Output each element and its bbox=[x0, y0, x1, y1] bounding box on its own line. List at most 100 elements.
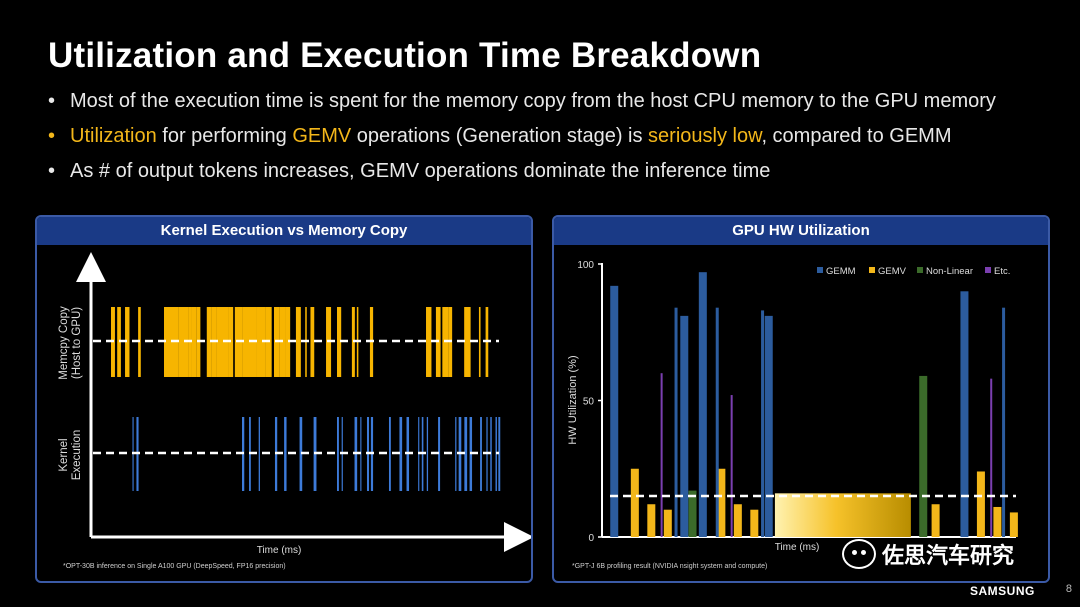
page-number: 8 bbox=[1065, 583, 1072, 595]
bullet-text: As # of output tokens increases, GEMV op… bbox=[70, 160, 771, 182]
x-axis-label: Time (ms) bbox=[257, 545, 302, 556]
x-axis-label: Time (ms) bbox=[775, 542, 820, 553]
bar-gemv bbox=[931, 504, 940, 537]
kernel-stripe bbox=[399, 417, 403, 491]
memcpy-stripe bbox=[269, 307, 272, 377]
bar-gemm bbox=[610, 285, 619, 537]
legend-label: GEMM bbox=[826, 266, 856, 277]
bar-gemv bbox=[733, 504, 742, 537]
memcpy-stripe bbox=[191, 307, 197, 377]
bar-etc bbox=[660, 373, 663, 537]
bar-gemm bbox=[680, 315, 689, 537]
ylabel-kernel-2: Execution bbox=[71, 430, 83, 481]
bullet-item: • As # of output tokens increases, GEMV … bbox=[48, 158, 1058, 193]
bar-gemv bbox=[663, 509, 672, 537]
kernel-stripe bbox=[284, 417, 287, 491]
y-tick-label: 0 bbox=[588, 533, 594, 544]
slide-title: Utilization and Execution Time Breakdown bbox=[48, 36, 762, 75]
bar-gemm bbox=[698, 272, 707, 537]
bar-gemm-thin bbox=[715, 307, 719, 537]
bar-gemv bbox=[993, 506, 1002, 537]
memcpy-stripe bbox=[478, 307, 481, 377]
kernel-stripe bbox=[388, 417, 391, 491]
bar-gemm-thin bbox=[761, 310, 765, 537]
memcpy-stripe bbox=[178, 307, 189, 377]
highlight-utilization: Utilization bbox=[70, 125, 157, 147]
memcpy-stripe bbox=[295, 307, 301, 377]
memcpy-stripe bbox=[206, 307, 212, 377]
bullet-dot: • bbox=[48, 125, 56, 147]
y-tick-label: 100 bbox=[577, 260, 594, 271]
ylabel-kernel-1: Kernel bbox=[58, 438, 70, 471]
highlight-gemv: GEMV bbox=[292, 125, 352, 147]
kernel-stripe bbox=[455, 417, 457, 491]
legend-label: GEMV bbox=[878, 266, 907, 277]
kernel-stripe bbox=[299, 417, 303, 491]
bar-gemm bbox=[764, 315, 773, 537]
bar-gemv bbox=[1009, 512, 1018, 537]
bar-gemv bbox=[647, 504, 656, 537]
bullet-dot: • bbox=[48, 160, 56, 182]
bullet-text: Utilization for performing GEMV operatio… bbox=[70, 125, 952, 147]
memcpy-stripe bbox=[285, 307, 291, 377]
kernel-stripe bbox=[464, 417, 468, 491]
bar-gemm-thin bbox=[674, 307, 678, 537]
legend-swatch bbox=[985, 267, 991, 273]
memcpy-stripe bbox=[216, 307, 229, 377]
wechat-icon bbox=[842, 539, 876, 569]
bullet-item: • Utilization for performing GEMV operat… bbox=[48, 123, 1058, 158]
kernel-stripe bbox=[258, 417, 260, 491]
ylabel-memcpy-2: (Host to GPU) bbox=[71, 307, 83, 379]
kernel-stripe bbox=[438, 417, 441, 491]
kernel-stripe bbox=[498, 417, 501, 491]
memcpy-stripe bbox=[464, 307, 471, 377]
memcpy-stripe bbox=[125, 307, 130, 377]
kernel-vs-memcpy-panel: Kernel Execution vs Memory Copy Memcpy C… bbox=[35, 215, 534, 583]
watermark-text: 佐思汽车研究 bbox=[882, 543, 1015, 568]
bar-etc bbox=[730, 395, 733, 537]
memcpy-stripe bbox=[426, 307, 432, 377]
bar-gemm-thin bbox=[1002, 307, 1006, 537]
bullet-dot: • bbox=[48, 90, 56, 112]
bar-gemv bbox=[717, 468, 726, 537]
chart-bars bbox=[610, 272, 1018, 537]
memcpy-stripe bbox=[310, 307, 315, 377]
kernel-stripe bbox=[480, 417, 482, 491]
y-ticks: 0 50 100 bbox=[577, 260, 602, 544]
bar-non-linear bbox=[919, 375, 928, 537]
gpu-utilization-panel: GPU HW Utilization 0 50 100 GEMM GEMV Non-Li… bbox=[552, 215, 1050, 583]
right-footnote: *GPT-J 6B profiling result (NVIDIA nsigh… bbox=[572, 563, 768, 570]
ylabel-memcpy-1: Memcpy Copy bbox=[58, 306, 70, 380]
bar-non-linear bbox=[688, 490, 697, 537]
bullet-list: • Most of the execution time is spent fo… bbox=[48, 88, 1058, 193]
panel-title: Kernel Execution vs Memory Copy bbox=[37, 217, 531, 245]
gemv-block-bar bbox=[774, 493, 911, 537]
kernel-stripe bbox=[426, 417, 429, 491]
bullet-item: • Most of the execution time is spent fo… bbox=[48, 88, 1058, 123]
bar-gemv bbox=[630, 468, 639, 537]
watermark: 佐思汽车研究 bbox=[842, 538, 1014, 570]
memcpy-stripe bbox=[256, 307, 266, 377]
legend-swatch bbox=[917, 267, 923, 273]
bar-gemv bbox=[750, 509, 759, 537]
bar-etc bbox=[990, 378, 993, 537]
legend-swatch bbox=[869, 267, 875, 273]
kernel-stripe bbox=[490, 417, 492, 491]
legend-label: Non-Linear bbox=[926, 266, 973, 277]
bullet-text: Most of the execution time is spent for … bbox=[70, 90, 996, 112]
y-axis-label: HW Utilization (%) bbox=[567, 355, 579, 444]
y-tick-label: 50 bbox=[583, 397, 595, 408]
utilization-chart: 0 50 100 GEMM GEMV Non-Linear Etc. HW Utiliza… bbox=[567, 260, 1018, 553]
samsung-logo: SAMSUNG bbox=[970, 584, 1035, 598]
kernel-stripe bbox=[337, 417, 339, 491]
bar-gemm bbox=[960, 291, 969, 537]
bar-gemv bbox=[976, 471, 985, 537]
panel-title: GPU HW Utilization bbox=[554, 217, 1048, 245]
legend-label: Etc. bbox=[994, 266, 1010, 277]
left-footnote: *OPT-30B inference on Single A100 GPU (D… bbox=[63, 563, 286, 570]
legend: GEMM GEMV Non-Linear Etc. bbox=[817, 266, 1010, 277]
legend-swatch bbox=[817, 267, 823, 273]
memcpy-stripe bbox=[337, 307, 342, 377]
timeline-chart: Memcpy Copy (Host to GPU) Kernel Executi… bbox=[58, 252, 534, 556]
highlight-seriously-low: seriously low bbox=[648, 125, 762, 147]
